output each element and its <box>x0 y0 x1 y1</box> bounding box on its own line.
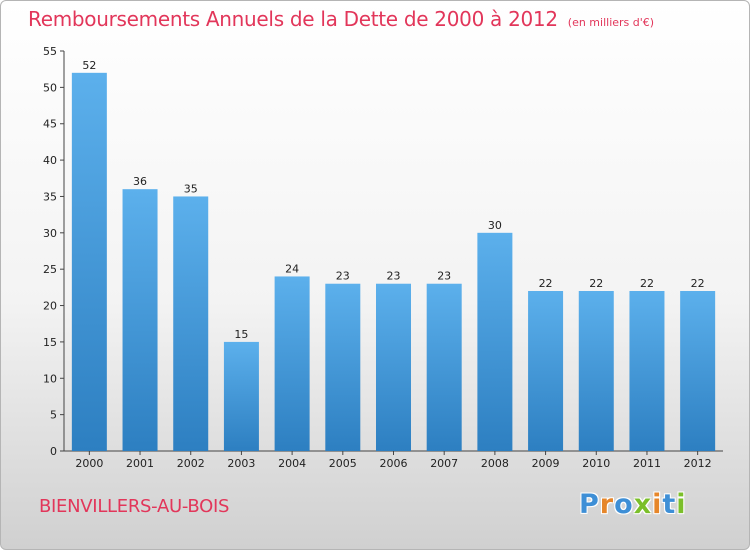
y-tick-label: 30 <box>43 227 57 240</box>
y-tick-label: 35 <box>43 190 57 203</box>
y-tick-label: 15 <box>43 336 57 349</box>
bar <box>528 291 564 451</box>
y-tick-label: 20 <box>43 300 57 313</box>
bar <box>173 196 209 451</box>
logo-letter: i <box>676 489 687 520</box>
y-tick-label: 25 <box>43 263 57 276</box>
bar <box>376 283 411 451</box>
value-label: 23 <box>336 270 350 283</box>
x-tick-label: 2011 <box>633 457 661 470</box>
x-tick-label: 2010 <box>582 457 610 470</box>
logo-letter: P <box>579 489 600 520</box>
bar <box>223 341 259 451</box>
bar <box>71 72 107 452</box>
y-tick-label: 0 <box>50 445 57 458</box>
proxiti-logo: Proxiti <box>579 489 687 520</box>
value-label: 22 <box>691 277 705 290</box>
bar <box>325 283 361 451</box>
bar <box>680 291 716 451</box>
bar <box>274 276 310 451</box>
logo-letter: x <box>633 489 653 520</box>
logo-letter: r <box>599 489 615 520</box>
x-tick-label: 2005 <box>329 457 357 470</box>
axes: 0 5 10 15 20 25 30 35 40 45 50 55 2000 2001 2002 2003 20… <box>43 45 723 470</box>
y-tick-label: 50 <box>43 81 57 94</box>
logo-letter: t <box>662 489 677 520</box>
value-label: 35 <box>184 182 198 195</box>
value-label: 22 <box>640 277 654 290</box>
value-label: 52 <box>82 59 96 72</box>
x-tick-label: 2008 <box>481 457 509 470</box>
logo-letter: o <box>614 489 634 520</box>
value-label: 15 <box>234 328 248 341</box>
value-label: 23 <box>437 270 451 283</box>
x-tick-label: 2009 <box>532 457 560 470</box>
x-tick-label: 2001 <box>126 457 154 470</box>
bar <box>578 291 614 451</box>
y-tick-label: 40 <box>43 154 57 167</box>
x-tick-label: 2012 <box>684 457 712 470</box>
value-labels: 52 36 35 15 24 23 23 23 30 22 22 22 22 <box>82 59 704 341</box>
x-tick-label: 2007 <box>430 457 458 470</box>
value-label: 30 <box>488 219 502 232</box>
bar <box>477 232 513 451</box>
title-main: Remboursements Annuels de la Dette de 20… <box>28 7 558 31</box>
y-tick-label: 5 <box>50 409 57 422</box>
logo-letter: i <box>652 489 663 520</box>
value-label: 23 <box>387 270 401 283</box>
y-tick-label: 55 <box>43 45 57 58</box>
value-label: 36 <box>133 175 147 188</box>
value-label: 24 <box>285 262 299 275</box>
bar <box>426 283 462 451</box>
bar <box>122 189 158 451</box>
y-tick-label: 10 <box>43 372 57 385</box>
bar <box>629 291 665 451</box>
title-unit: (en milliers d'€) <box>567 16 655 29</box>
value-label: 22 <box>589 277 603 290</box>
commune-name: BIENVILLERS-AU-BOIS <box>39 496 230 517</box>
x-tick-label: 2006 <box>380 457 408 470</box>
x-tick-label: 2004 <box>278 457 306 470</box>
chart-title: Remboursements Annuels de la Dette de 20… <box>28 7 654 31</box>
bars <box>71 72 716 452</box>
x-tick-label: 2000 <box>75 457 103 470</box>
x-tick-label: 2002 <box>177 457 205 470</box>
y-tick-label: 45 <box>43 118 57 131</box>
value-label: 22 <box>539 277 553 290</box>
x-tick-label: 2003 <box>227 457 255 470</box>
